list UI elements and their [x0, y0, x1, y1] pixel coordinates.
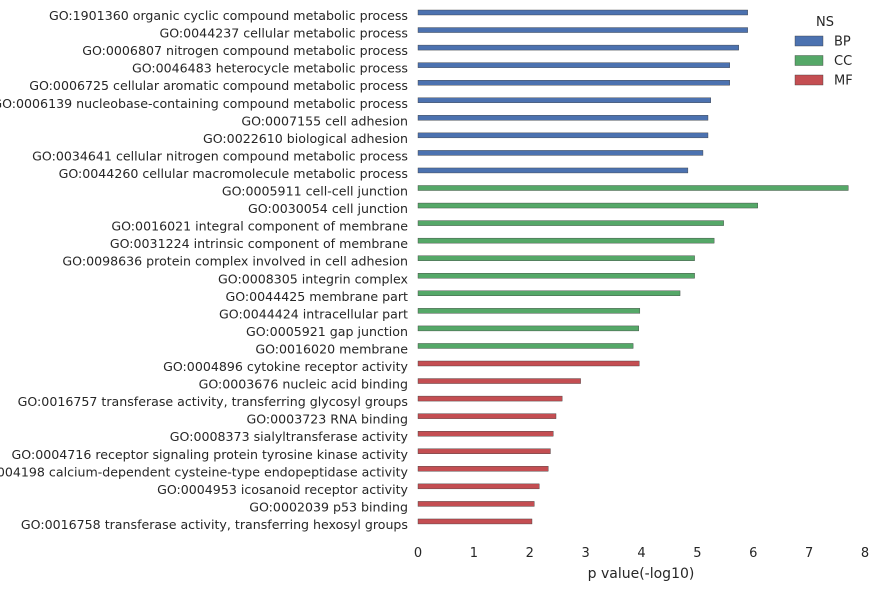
legend-entries: BP CC MF	[794, 35, 853, 89]
category-label: GO:0007155 cell adhesion	[241, 113, 408, 128]
x-tick-label: 3	[581, 546, 589, 561]
x-tick-label: 6	[749, 546, 757, 561]
category-label: GO:0044424 intracellular part	[219, 306, 408, 321]
bar-bp	[417, 115, 709, 121]
bar-cc	[417, 273, 695, 279]
bar-mf	[417, 431, 554, 437]
legend-label: CC	[834, 54, 852, 69]
legend-title: NS	[816, 15, 834, 30]
category-label: GO:0044425 membrane part	[225, 289, 408, 304]
category-label: GO:0006139 nucleobase-containing compoun…	[0, 96, 408, 111]
x-axis-label: p value(-log10)	[588, 566, 695, 582]
legend-swatch-cc	[794, 55, 824, 66]
legend-swatch-bp	[794, 35, 824, 47]
category-label: GO:1901360 organic cyclic compound metab…	[49, 8, 408, 23]
bar-cc	[417, 255, 695, 261]
bar-cc	[417, 237, 715, 244]
category-label: GO:0006725 cellular aromatic compound me…	[29, 78, 408, 93]
bar-mf	[417, 501, 535, 507]
category-label: GO:0005921 gap junction	[246, 324, 408, 339]
bar-mf	[417, 360, 640, 367]
category-label: GO:0016758 transferase activity, transfe…	[21, 517, 408, 532]
x-tick-label: 5	[693, 546, 701, 561]
category-label: GO:0016021 integral component of membran…	[111, 219, 408, 234]
x-tick-label: 8	[861, 546, 869, 561]
bar-bp	[417, 27, 748, 33]
x-tick-label: 7	[805, 546, 813, 561]
category-label: GO:0008373 sialyltransferase activity	[170, 429, 409, 444]
legend-swatch-mf	[794, 74, 824, 86]
category-label: GO:0006807 nitrogen compound metabolic p…	[82, 43, 408, 58]
bar-bp	[417, 150, 704, 156]
category-label: GO:0002039 p53 binding	[249, 499, 408, 514]
category-label: GO:0004896 cytokine receptor activity	[163, 359, 408, 374]
category-label: GO:0022610 biological adhesion	[203, 131, 408, 146]
bar-mf	[417, 483, 540, 490]
bar-mf	[417, 378, 581, 384]
legend-label: BP	[834, 35, 851, 50]
category-label: GO:0031224 intrinsic component of membra…	[110, 236, 408, 251]
bar-cc	[417, 202, 758, 209]
x-tick-label: 1	[470, 546, 478, 561]
bar-mf	[417, 448, 551, 454]
bar-mf	[417, 466, 549, 472]
category-label: GO:0003676 nucleic acid binding	[199, 377, 408, 392]
category-label: GO:0008305 integrin complex	[218, 271, 409, 286]
category-label: GO:0034641 cellular nitrogen compound me…	[32, 148, 408, 163]
bar-bp	[417, 62, 730, 68]
category-label: GO:0005911 cell-cell junction	[222, 184, 408, 199]
bar-cc	[417, 290, 681, 296]
bar-mf	[417, 518, 533, 525]
bar-bp	[417, 167, 689, 174]
bar-cc	[417, 185, 849, 191]
bar-cc	[417, 308, 641, 314]
x-tick-label: 2	[526, 546, 534, 561]
category-label: GO:0030054 cell junction	[248, 201, 408, 216]
category-label: GO:0004198 calcium-dependent cysteine-ty…	[0, 464, 409, 479]
category-label: GO:0046483 heterocycle metabolic process	[132, 61, 408, 76]
category-labels: GO:1901360 organic cyclic compound metab…	[0, 8, 409, 532]
x-tick-label: 0	[414, 546, 422, 561]
category-label: GO:0016757 transferase activity, transfe…	[18, 394, 408, 409]
legend: NS BP CC MF	[794, 15, 853, 89]
category-label: GO:0004716 receptor signaling protein ty…	[12, 447, 409, 462]
bar-mf	[417, 413, 557, 419]
category-label: GO:0044237 cellular metabolic process	[159, 26, 408, 41]
bar-group	[417, 9, 849, 525]
category-label: GO:0016020 membrane	[255, 341, 408, 356]
x-tick-labels: 0 1 2 3 4 5 6 7 8	[414, 546, 869, 561]
bar-bp	[417, 44, 739, 51]
bar-bp	[417, 97, 711, 103]
category-label: GO:0098636 protein complex involved in c…	[62, 254, 408, 269]
x-tick-label: 4	[637, 546, 645, 561]
bar-cc	[417, 220, 724, 226]
category-label: GO:0044260 cellular macromolecule metabo…	[59, 166, 408, 181]
bar-bp	[417, 79, 730, 86]
bar-mf	[417, 395, 563, 402]
bar-bp	[417, 132, 709, 139]
bar-cc	[417, 325, 639, 332]
bar-bp	[417, 9, 748, 16]
category-label: GO:0003723 RNA binding	[246, 412, 408, 427]
bar-cc	[417, 343, 634, 349]
category-label: GO:0004953 icosanoid receptor activity	[157, 482, 408, 497]
legend-label: MF	[834, 74, 853, 89]
